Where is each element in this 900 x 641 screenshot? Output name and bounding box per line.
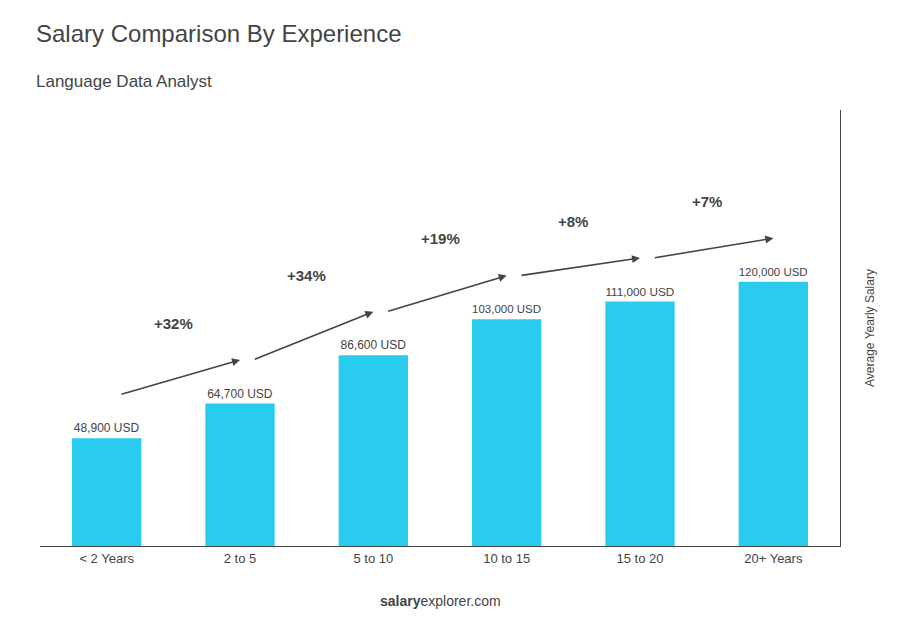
svg-text:111,000 USD: 111,000 USD — [605, 285, 674, 298]
svg-text:< 2 Years: < 2 Years — [79, 551, 134, 566]
svg-text:Salary Comparison By Experienc: Salary Comparison By Experience — [36, 20, 402, 47]
svg-text:salaryexplorer.com: salaryexplorer.com — [380, 593, 501, 609]
svg-text:15 to 20: 15 to 20 — [617, 551, 664, 566]
svg-text:+34%: +34% — [287, 267, 326, 284]
svg-text:48,900 USD: 48,900 USD — [74, 421, 140, 435]
svg-text:+19%: +19% — [421, 230, 460, 247]
svg-text:5 to 10: 5 to 10 — [353, 551, 393, 566]
svg-text:Language Data Analyst: Language Data Analyst — [36, 72, 212, 91]
svg-text:Average Yearly Salary: Average Yearly Salary — [863, 269, 877, 387]
svg-text:120,000 USD: 120,000 USD — [739, 266, 808, 278]
svg-text:+32%: +32% — [154, 315, 193, 332]
svg-text:20+ Years: 20+ Years — [744, 551, 803, 566]
svg-text:103,000 USD: 103,000 USD — [472, 303, 541, 315]
svg-text:86,600 USD: 86,600 USD — [340, 338, 406, 352]
svg-text:2 to 5: 2 to 5 — [224, 551, 257, 566]
svg-text:+8%: +8% — [558, 213, 588, 230]
svg-text:64,700 USD: 64,700 USD — [207, 387, 273, 401]
svg-text:+7%: +7% — [692, 193, 722, 210]
svg-text:10 to 15: 10 to 15 — [483, 551, 530, 566]
